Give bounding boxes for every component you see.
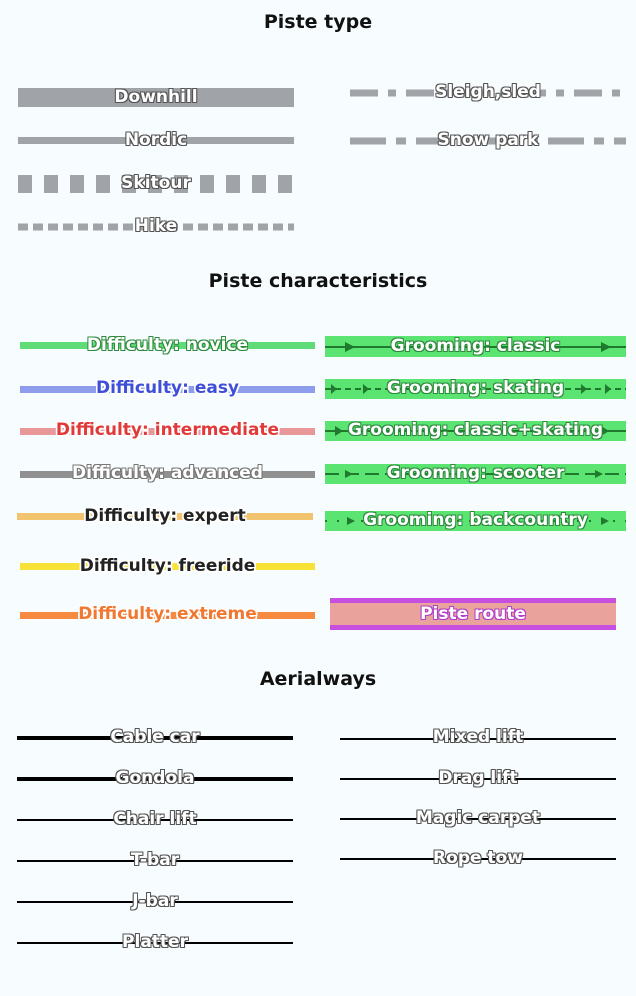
cable-car-line: [17, 736, 293, 740]
legend-hike: Hike: [18, 206, 294, 246]
legend-difficulty-freeride: Difficulty: freeride: [20, 546, 315, 586]
legend-difficulty-advanced: Difficulty: advanced: [20, 453, 315, 493]
magic-carpet-line: [340, 818, 616, 820]
grooming-skating-label: Grooming: skating: [386, 378, 565, 398]
legend-grooming-classic-skating: Grooming: classic+skating: [325, 410, 626, 450]
legend-grooming-backcountry: Grooming: backcountry: [325, 500, 626, 540]
section-title-piste-type: Piste type: [263, 11, 373, 33]
piste-route-label: Piste route: [420, 604, 526, 624]
legend-gondola: Gondola: [17, 758, 293, 798]
legend-mixed-lift: Mixed lift: [340, 717, 616, 757]
legend-snowpark: Snow park: [350, 120, 626, 160]
grooming-skating-line: [325, 379, 626, 399]
advanced-label: Difficulty: advanced: [72, 463, 263, 483]
legend-sleigh: Sleigh,sled: [350, 72, 626, 112]
intermediate-line: [20, 428, 315, 435]
novice-label: Difficulty: novice: [86, 335, 249, 355]
expert-label: Difficulty: expert: [84, 506, 246, 526]
legend-difficulty-novice: Difficulty: novice: [20, 325, 315, 365]
grooming-classic-skating-label: Grooming: classic+skating: [347, 420, 604, 440]
j-bar-label: J-bar: [132, 891, 178, 911]
intermediate-label: Difficulty: intermediate: [55, 420, 280, 440]
legend-drag-lift: Drag lift: [340, 758, 616, 798]
legend-magic-carpet: Magic carpet: [340, 798, 616, 838]
extreme-line: [20, 612, 315, 619]
platter-line: [17, 942, 293, 944]
rope-tow-label: Rope tow: [433, 848, 523, 868]
legend-grooming-scooter: Grooming: scooter: [325, 453, 626, 493]
mixed-lift-label: Mixed lift: [432, 727, 524, 747]
chair-lift-line: [17, 819, 293, 821]
section-title-aerialways: Aerialways: [259, 668, 377, 690]
legend-difficulty-extreme: Difficulty: extreme: [20, 594, 315, 634]
legend-skitour: Skitour: [18, 163, 294, 203]
section-title-piste-characteristics: Piste characteristics: [208, 270, 428, 292]
snowpark-label: Snow park: [437, 130, 539, 150]
grooming-backcountry-label: Grooming: backcountry: [363, 510, 588, 530]
downhill-line: [18, 88, 294, 107]
drag-lift-line: [340, 778, 616, 780]
grooming-classic-line: [325, 336, 626, 357]
grooming-scooter-label: Grooming: scooter: [386, 463, 565, 483]
grooming-classic-skating-line: [325, 421, 626, 441]
legend-j-bar: J-bar: [17, 881, 293, 921]
legend-downhill: Downhill: [18, 77, 294, 117]
legend-difficulty-expert: Difficulty: expert: [17, 496, 313, 536]
grooming-backcountry-line: [325, 511, 626, 531]
mixed-lift-line: [340, 738, 616, 740]
magic-carpet-label: Magic carpet: [415, 808, 541, 828]
nordic-line: [18, 137, 294, 144]
piste-route-line: [330, 598, 616, 630]
legend-grooming-skating: Grooming: skating: [325, 368, 626, 408]
hike-label: Hike: [134, 216, 178, 236]
extreme-label: Difficulty: extreme: [78, 604, 257, 624]
j-bar-line: [17, 901, 293, 903]
legend-platter: Platter: [17, 922, 293, 962]
legend-chair-lift: Chair lift: [17, 799, 293, 839]
t-bar-label: T-bar: [130, 850, 180, 870]
legend-difficulty-intermediate: Difficulty: intermediate: [20, 410, 315, 450]
gondola-line: [17, 777, 293, 781]
easy-label: Difficulty: easy: [95, 378, 240, 398]
legend-grooming-classic: Grooming: classic: [325, 326, 626, 366]
downhill-label: Downhill: [114, 87, 198, 107]
hike-line: [18, 223, 294, 231]
snowpark-line: [350, 137, 626, 145]
skitour-label: Skitour: [121, 173, 191, 193]
expert-line: [17, 513, 313, 520]
legend-cable-car: Cable car: [17, 717, 293, 757]
gondola-label: Gondola: [115, 768, 195, 788]
t-bar-line: [17, 860, 293, 862]
freeride-label: Difficulty: freeride: [79, 556, 256, 576]
grooming-scooter-line: [325, 464, 626, 484]
grooming-classic-label: Grooming: classic: [390, 336, 561, 356]
platter-label: Platter: [122, 932, 188, 952]
legend-t-bar: T-bar: [17, 840, 293, 880]
sleigh-label: Sleigh,sled: [435, 82, 541, 102]
legend-nordic: Nordic: [18, 120, 294, 160]
novice-line: [20, 342, 315, 349]
nordic-label: Nordic: [124, 130, 188, 150]
freeride-line: [20, 563, 315, 570]
rope-tow-line: [340, 858, 616, 860]
advanced-line: [20, 471, 315, 478]
chair-lift-label: Chair lift: [113, 809, 197, 829]
easy-line: [20, 386, 315, 393]
skitour-line: [18, 175, 294, 193]
legend-piste-route: Piste route: [330, 594, 616, 634]
legend-difficulty-easy: Difficulty: easy: [20, 368, 315, 408]
sleigh-line: [350, 89, 626, 97]
drag-lift-label: Drag lift: [438, 768, 518, 788]
cable-car-label: Cable car: [110, 727, 200, 747]
legend-rope-tow: Rope tow: [340, 838, 616, 878]
